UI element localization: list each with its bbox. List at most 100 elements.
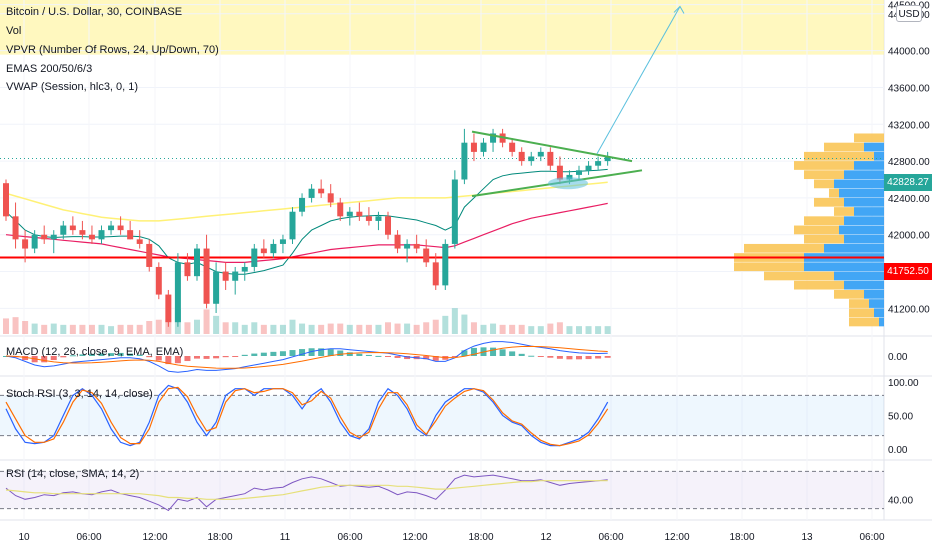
volume-bar bbox=[146, 321, 153, 334]
vpvr-up-bar bbox=[834, 179, 884, 189]
macd-histogram-bar bbox=[404, 356, 411, 360]
candle-body bbox=[413, 243, 420, 249]
rsi-line bbox=[5, 474, 608, 512]
last-price-badge: 42828.27 bbox=[884, 174, 932, 191]
vpvr-up-bar bbox=[839, 225, 884, 235]
candle-body bbox=[251, 248, 258, 267]
macd-histogram-bar bbox=[576, 356, 582, 360]
macd-histogram-bar bbox=[327, 349, 334, 356]
volume-bar bbox=[356, 324, 363, 334]
vpvr-up-bar bbox=[879, 317, 884, 327]
currency-button[interactable]: USD bbox=[896, 5, 922, 22]
macd-histogram-bar bbox=[155, 356, 162, 361]
time-tick-label: 18:00 bbox=[729, 532, 754, 543]
candle-body bbox=[98, 230, 105, 240]
candle-body bbox=[289, 211, 296, 240]
candle-body bbox=[365, 216, 372, 221]
volume-bar bbox=[604, 326, 611, 334]
volume-bar bbox=[480, 324, 487, 334]
macd-histogram-bar bbox=[470, 347, 477, 356]
candle-body bbox=[279, 239, 286, 244]
vpvr-down-bar bbox=[794, 161, 854, 170]
legend-vol: Vol bbox=[6, 25, 22, 37]
volume-bar bbox=[289, 319, 296, 334]
volume-bar bbox=[518, 324, 525, 334]
macd-histogram-bar bbox=[432, 356, 439, 361]
volume-bar bbox=[155, 319, 162, 334]
candle-body bbox=[108, 225, 115, 231]
macd-histogram-bar bbox=[117, 352, 124, 356]
vpvr-up-bar bbox=[844, 216, 884, 226]
macd-histogram-bar bbox=[537, 356, 544, 357]
legend-macd: MACD (12, 26, close, 9, EMA, EMA) bbox=[6, 346, 184, 358]
candle-body bbox=[528, 156, 535, 162]
candle-body bbox=[470, 142, 477, 152]
vpvr-up-bar bbox=[834, 271, 884, 281]
vpvr-up-bar bbox=[844, 197, 884, 207]
ema200-line bbox=[5, 181, 608, 222]
stoch-d-line bbox=[5, 386, 609, 447]
candle-body bbox=[184, 262, 191, 277]
candle-body bbox=[509, 142, 516, 152]
volume-bar bbox=[423, 322, 430, 334]
candle-body bbox=[385, 216, 391, 235]
vpvr-up-bar bbox=[854, 207, 884, 216]
volume-bar bbox=[127, 324, 134, 334]
vpvr-down-bar bbox=[804, 216, 844, 226]
macd-histogram-bar bbox=[365, 354, 372, 356]
candle-body bbox=[12, 216, 19, 240]
vpvr-down-bar bbox=[824, 142, 864, 152]
candle-body bbox=[576, 170, 582, 175]
candle-body bbox=[174, 262, 181, 323]
vpvr-up-bar bbox=[844, 170, 884, 180]
candle-body bbox=[117, 225, 124, 231]
candle-body bbox=[327, 193, 334, 203]
vpvr-down-bar bbox=[854, 133, 884, 143]
macd-histogram-bar bbox=[213, 356, 220, 359]
candle-body bbox=[356, 211, 363, 217]
time-tick-label: 06:00 bbox=[76, 532, 101, 543]
candle-body bbox=[136, 239, 143, 244]
macd-histogram-bar bbox=[184, 356, 191, 362]
macd-histogram-bar bbox=[451, 356, 458, 357]
vpvr-up-bar bbox=[864, 289, 884, 299]
vpvr-down-bar bbox=[804, 234, 844, 244]
volume-bar bbox=[50, 323, 57, 334]
time-tick-label: 10 bbox=[18, 532, 30, 543]
volume-bar bbox=[270, 324, 277, 334]
macd-histogram-bar bbox=[509, 351, 516, 356]
macd-histogram-bar bbox=[566, 356, 573, 360]
macd-tick-label: 0.00 bbox=[888, 352, 908, 363]
volume-bar bbox=[299, 323, 306, 334]
candle-body bbox=[260, 248, 267, 254]
volume-bar bbox=[203, 309, 210, 334]
wedge-upper-line bbox=[471, 130, 633, 163]
volume-bar bbox=[31, 323, 38, 334]
volume-bar bbox=[98, 324, 105, 334]
time-tick-label: 12:00 bbox=[402, 532, 427, 543]
volume-bar bbox=[194, 319, 200, 334]
candle-body bbox=[604, 156, 611, 162]
candle-body bbox=[461, 142, 468, 180]
volume-bar bbox=[232, 322, 239, 334]
price-tick-label: 42800.00 bbox=[888, 157, 930, 168]
candle-body bbox=[490, 133, 497, 143]
candle-body bbox=[50, 234, 57, 240]
vpvr-up-bar bbox=[824, 243, 884, 253]
volume-bar bbox=[41, 324, 48, 334]
volume-bar bbox=[556, 322, 563, 334]
macd-histogram-bar bbox=[528, 355, 535, 357]
vpvr-down-bar bbox=[804, 151, 874, 161]
macd-histogram-bar bbox=[41, 356, 48, 363]
candle-body bbox=[194, 248, 200, 277]
macd-histogram-bar bbox=[547, 356, 554, 358]
volume-bar bbox=[108, 326, 115, 334]
macd-histogram-bar bbox=[595, 356, 602, 359]
vpvr-down-bar bbox=[814, 179, 834, 189]
candle-body bbox=[556, 165, 563, 180]
time-tick-label: 06:00 bbox=[337, 532, 362, 543]
time-tick-label: 12 bbox=[540, 532, 552, 543]
macd-histogram-bar bbox=[346, 352, 353, 356]
